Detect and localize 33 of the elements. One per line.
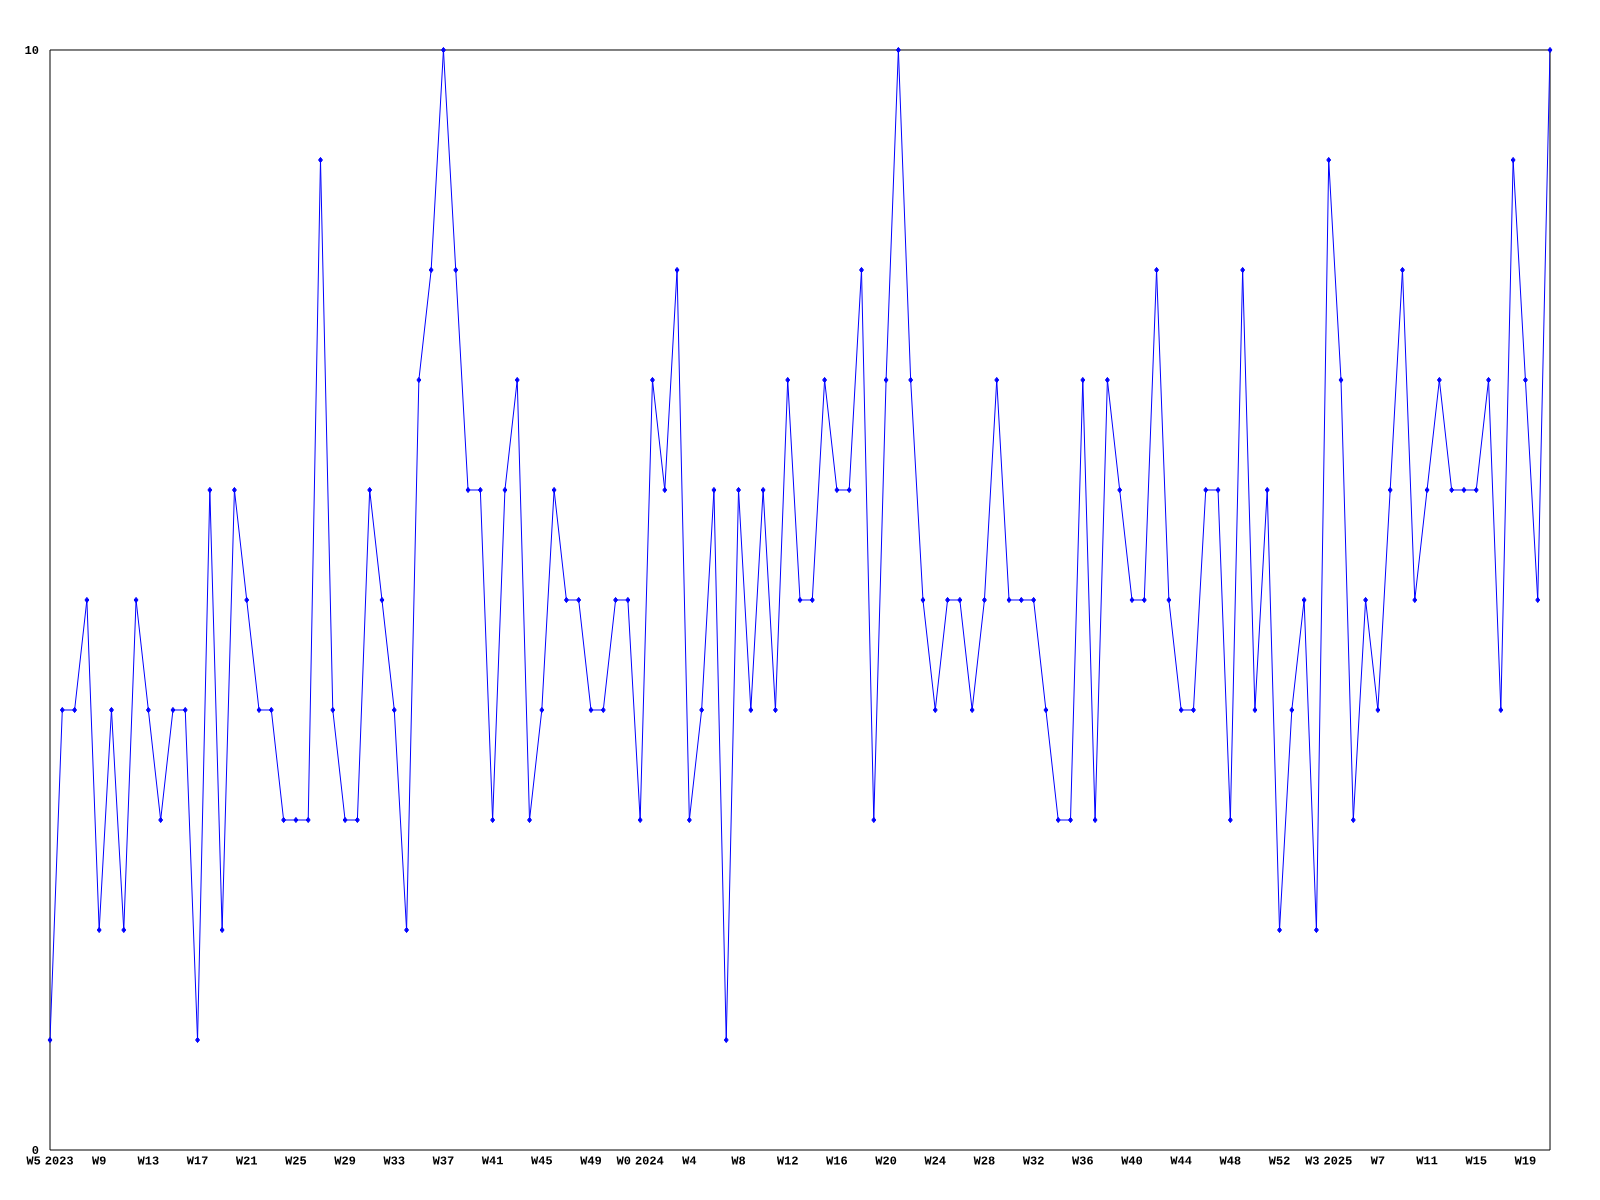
x-tick-label: W17 [186, 1156, 208, 1165]
x-tick-label: W13 [137, 1156, 159, 1165]
y-tick-label: 10 [25, 45, 39, 55]
x-tick-label: W19 [1514, 1156, 1536, 1165]
x-tick-label: W21 [235, 1156, 258, 1165]
x-tick-label: W12 [776, 1156, 798, 1165]
x-tick-label: W49 [580, 1156, 602, 1165]
x-tick-label: W5 2023 [26, 1156, 73, 1165]
x-tick-label: W15 [1465, 1156, 1487, 1165]
x-tick-label: W11 [1416, 1156, 1438, 1165]
x-tick-label: W29 [334, 1156, 356, 1165]
x-tick-label: W36 [1072, 1156, 1093, 1165]
x-tick-label: W4 [682, 1156, 697, 1165]
x-tick-label: W44 [1170, 1156, 1192, 1165]
x-tick-label: W33 [383, 1156, 405, 1165]
x-tick-label: W28 [973, 1156, 995, 1165]
x-tick-label: W41 [481, 1156, 503, 1165]
y-tick-label: 0 [32, 1145, 39, 1155]
x-tick-label: W0 2024 [616, 1156, 664, 1165]
x-tick-label: W52 [1268, 1156, 1290, 1165]
x-tick-label: W20 [875, 1156, 897, 1165]
x-tick-label: W7 [1370, 1156, 1385, 1165]
x-tick-label: W9 [91, 1156, 106, 1165]
x-tick-label: W25 [285, 1156, 307, 1165]
x-tick-label: W48 [1219, 1156, 1241, 1165]
x-tick-label: W24 [924, 1156, 946, 1165]
x-tick-label: W40 [1121, 1156, 1143, 1165]
x-tick-label: W32 [1022, 1156, 1044, 1165]
x-tick-label: W8 [731, 1156, 746, 1165]
x-tick-label: W45 [531, 1156, 552, 1165]
x-tick-label: W3 2025 [1305, 1156, 1352, 1165]
x-tick-label: W37 [432, 1156, 454, 1165]
x-tick-label: W16 [826, 1156, 848, 1165]
